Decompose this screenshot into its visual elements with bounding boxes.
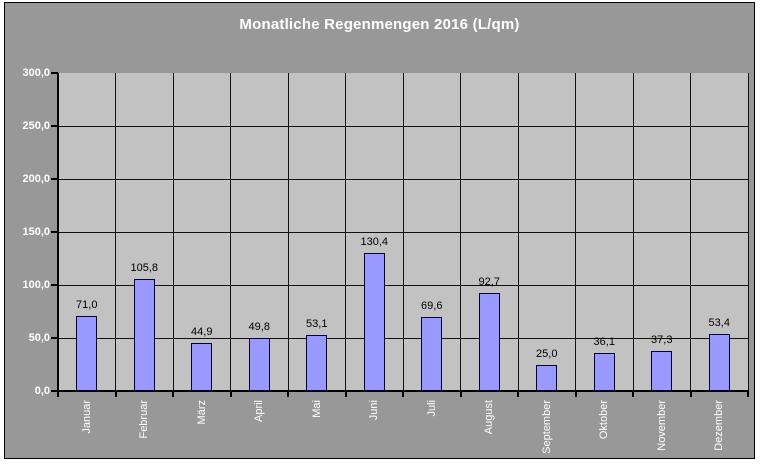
bar-august [478,292,500,391]
bar-value-label: 49,8 [248,321,270,334]
y-tick-label: 300,0 [22,67,50,79]
bar-februar [133,278,155,391]
x-category-label: Februar [138,400,151,439]
x-category-label: Oktober [598,400,611,440]
bar-value-label: 92,7 [478,275,500,288]
x-tick-mark [287,391,289,397]
v-gridline [460,73,461,391]
bar-april [248,338,270,391]
bar-juni [363,252,385,391]
v-gridline [575,73,576,391]
y-tick-mark [51,231,58,233]
x-tick-mark [344,391,347,397]
x-category-label: Juni [368,400,381,421]
bar-value-label: 25,0 [536,347,558,360]
y-tick-mark [51,337,58,339]
y-tick-mark [51,178,58,180]
x-axis-line [57,390,748,392]
x-tick-mark [517,391,519,397]
bar-value-label: 69,6 [421,300,443,313]
y-tick-mark [51,284,58,286]
bar-november [651,351,673,391]
x-tick-mark [747,391,749,397]
v-gridline [632,73,634,391]
v-gridline [690,73,691,391]
x-tick-mark [57,391,59,397]
bar-januar [76,315,98,391]
x-tick-mark [689,391,692,397]
v-gridline [115,73,116,391]
y-tick-label: 50,0 [28,332,50,344]
v-gridline [345,73,346,391]
y-tick-label: 150,0 [22,226,50,238]
x-category-label: Juli [425,400,438,417]
bar-dezember [708,334,730,391]
v-gridline [172,73,174,391]
x-category-label: April [253,400,266,423]
x-category-label: Mai [310,400,323,418]
bar-september [536,364,558,391]
x-category-label: Dezember [713,400,726,451]
y-axis-line [57,73,59,392]
x-tick-mark [632,391,634,397]
chart-title: Monatliche Regenmengen 2016 (L/qm) [239,16,520,33]
x-category-label: November [655,400,668,451]
v-gridline [287,73,289,391]
v-gridline [517,73,519,391]
v-gridline [402,73,404,391]
y-tick-label: 250,0 [22,120,50,132]
bar-value-label: 53,1 [306,317,328,330]
x-tick-mark [172,391,174,397]
bar-juli [421,317,443,391]
bar-value-label: 44,9 [191,326,213,339]
bar-oktober [593,352,615,391]
v-gridline [230,73,231,391]
x-category-label: September [540,400,553,454]
v-gridline [747,73,749,391]
y-tick-label: 200,0 [22,173,50,185]
bar-value-label: 36,1 [593,335,615,348]
y-tick-mark [51,72,58,74]
x-category-label: August [483,400,496,435]
x-tick-mark [114,391,117,397]
bar-value-label: 105,8 [130,261,159,274]
y-tick-mark [51,125,58,127]
bar-value-label: 71,0 [76,298,98,311]
x-tick-mark [402,391,404,397]
bar-mai [306,334,328,391]
y-tick-label: 100,0 [22,279,50,291]
x-tick-mark [229,391,232,397]
x-tick-mark [574,391,577,397]
x-category-label: März [195,400,208,425]
x-category-label: Januar [80,400,93,434]
bar-märz [191,343,213,391]
bar-value-label: 130,4 [360,235,389,248]
y-tick-label: 0,0 [34,385,50,397]
x-tick-mark [459,391,462,397]
bar-value-label: 53,4 [708,317,730,330]
bar-value-label: 37,3 [651,334,673,347]
y-tick-mark [51,390,58,392]
